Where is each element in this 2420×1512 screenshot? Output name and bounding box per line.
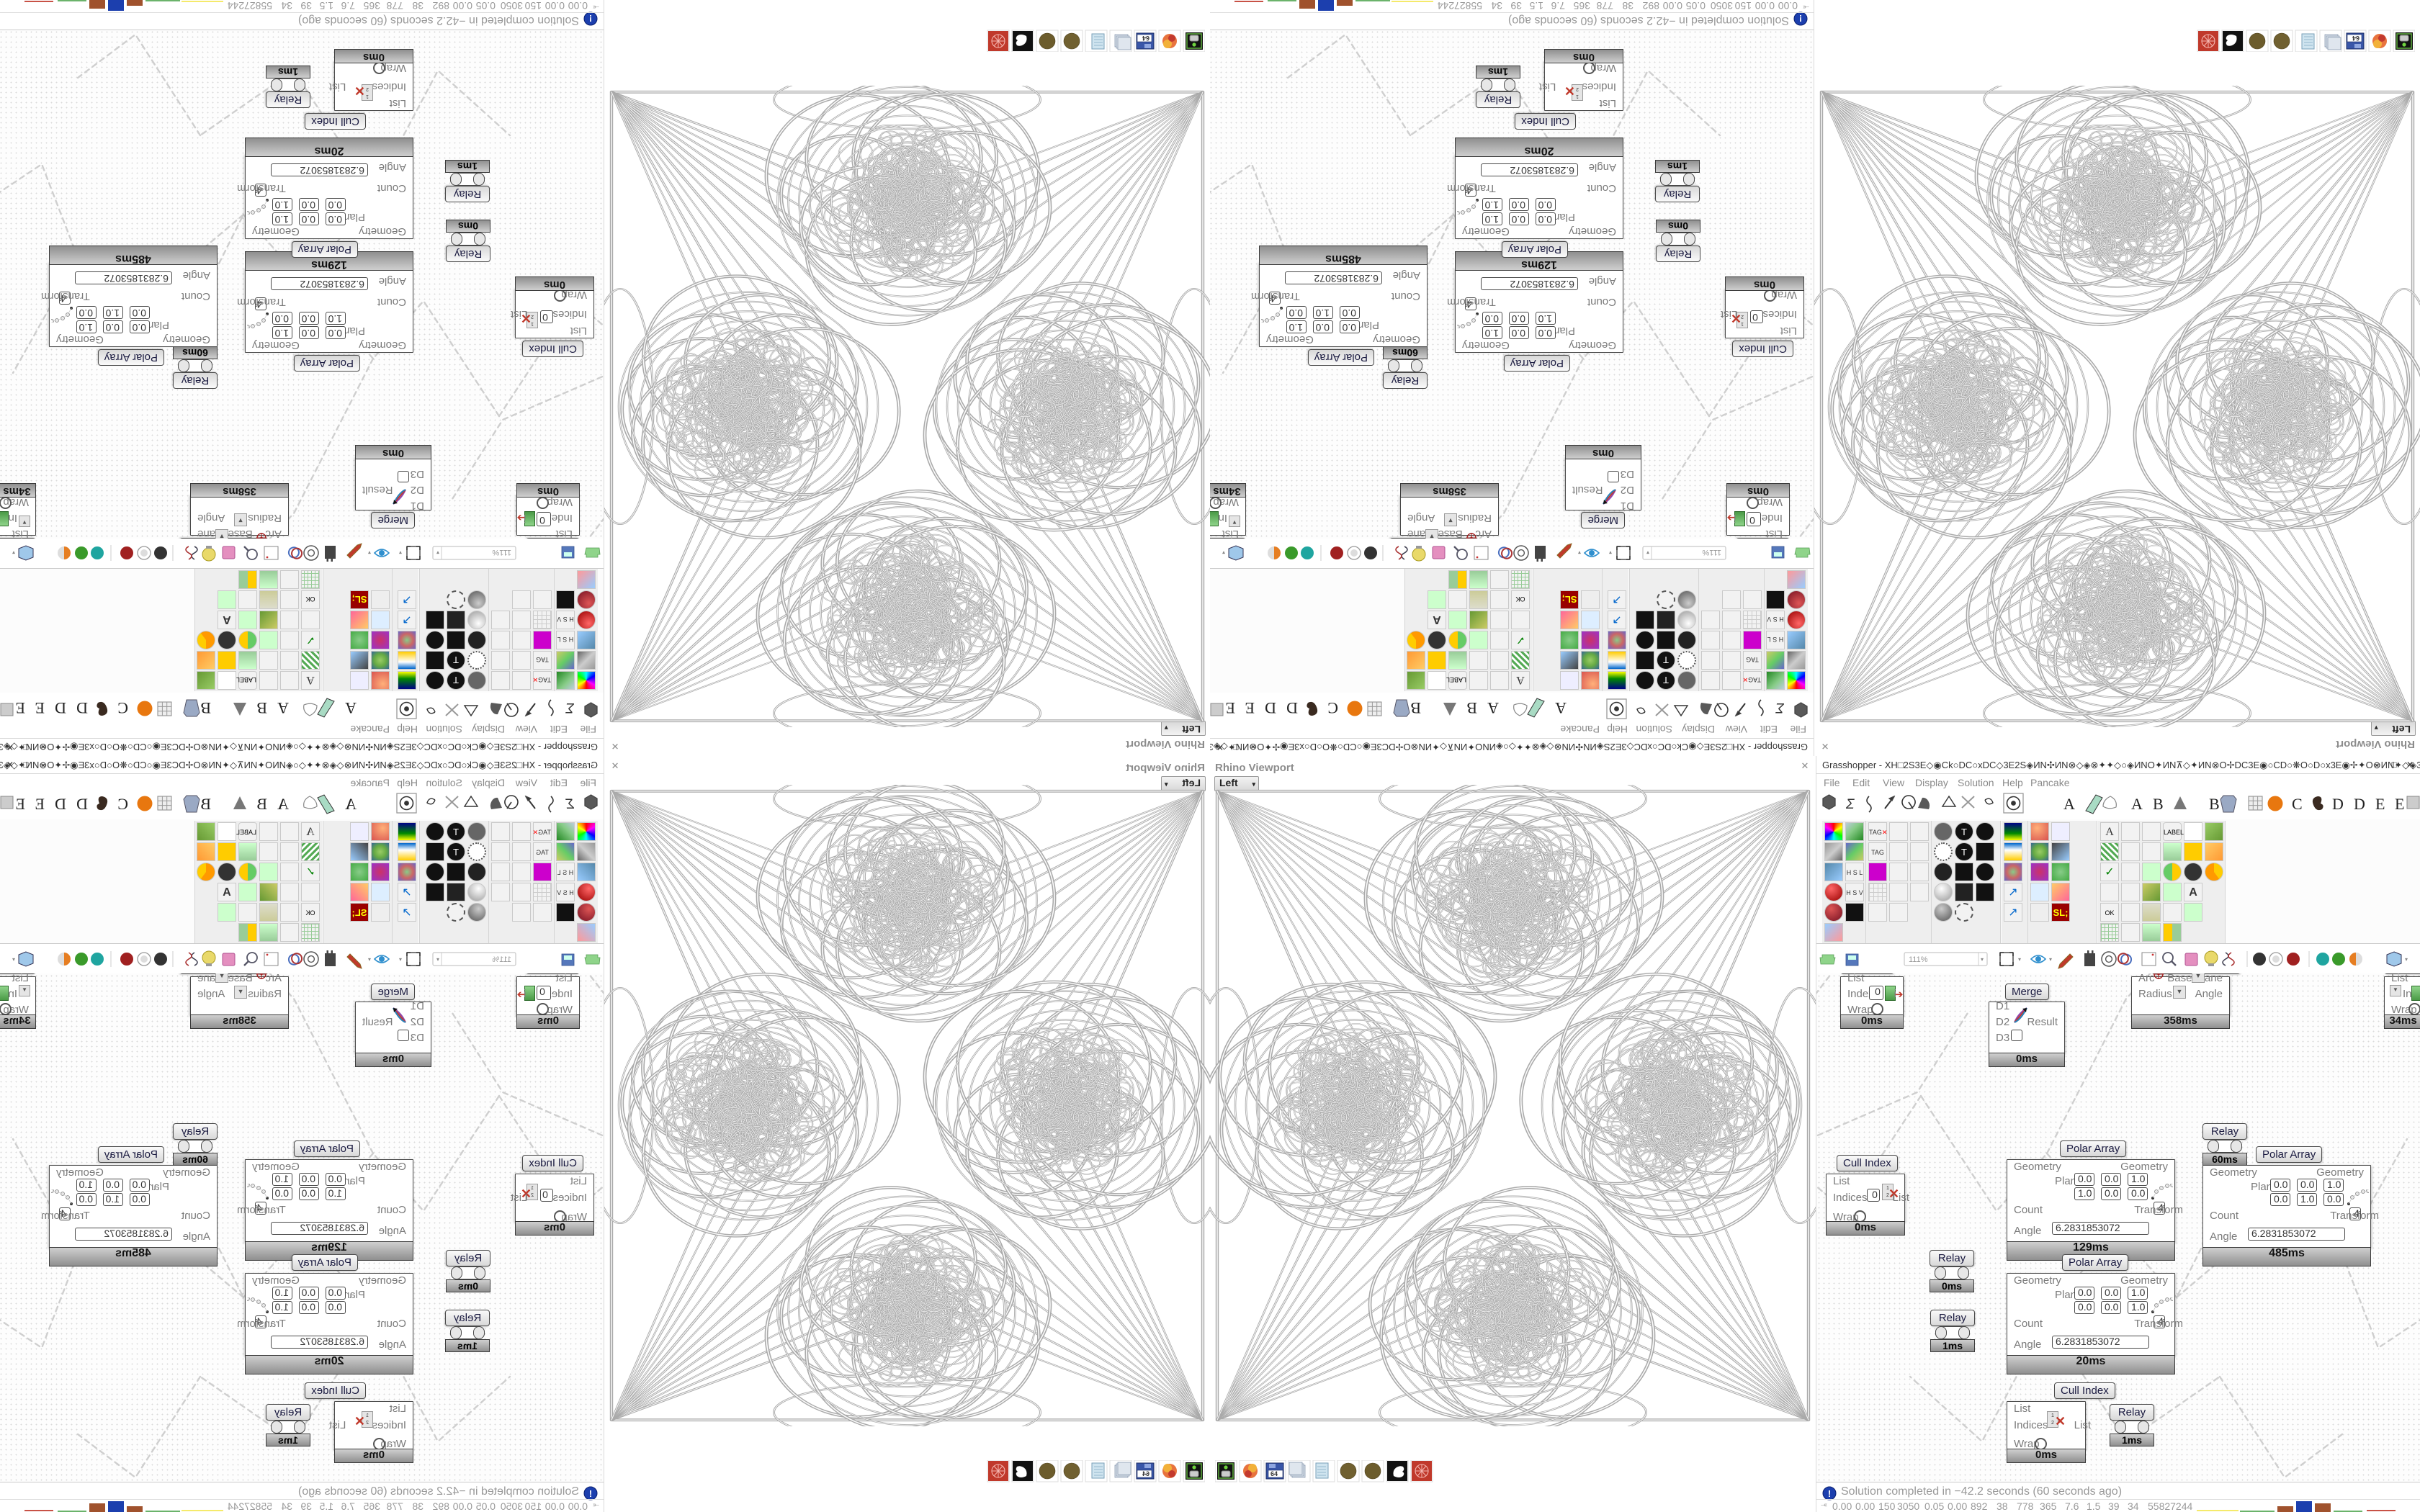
svg-text:E: E [35, 699, 45, 717]
svg-text:▾: ▾ [12, 549, 15, 556]
svg-text:D: D [55, 699, 66, 717]
svg-text:D: D [1286, 699, 1298, 717]
svg-text:A: A [345, 699, 357, 717]
svg-text:A: A [277, 699, 289, 717]
svg-text:111%: 111% [1702, 548, 1721, 557]
svg-text:B: B [1410, 699, 1421, 717]
svg-text:64: 64 [2352, 35, 2360, 42]
svg-text:▾: ▾ [1646, 549, 1649, 556]
svg-text:B: B [1466, 699, 1477, 717]
svg-text:▾: ▾ [1222, 549, 1225, 556]
svg-text:▾: ▾ [368, 549, 371, 556]
svg-text:▾: ▾ [1578, 549, 1581, 556]
svg-text:111%: 111% [492, 548, 511, 557]
svg-text:▾: ▾ [1609, 549, 1612, 556]
svg-text:C: C [117, 699, 128, 717]
svg-text:▾: ▾ [436, 549, 439, 556]
svg-text:D: D [76, 699, 88, 717]
svg-text:E: E [1226, 699, 1235, 717]
svg-text:64: 64 [1142, 35, 1150, 42]
svg-text:A: A [1555, 699, 1567, 717]
svg-text:B: B [200, 699, 211, 717]
svg-text:A: A [1487, 699, 1499, 717]
svg-text:Σ: Σ [565, 700, 575, 715]
svg-text:64: 64 [1142, 1470, 1150, 1477]
svg-text:!: ! [589, 13, 592, 24]
svg-text:C: C [1327, 699, 1338, 717]
svg-text:Σ: Σ [1775, 700, 1785, 715]
svg-text:E: E [1245, 699, 1255, 717]
svg-text:D: D [1265, 699, 1276, 717]
svg-text:▾: ▾ [399, 549, 402, 556]
svg-text:!: ! [1799, 13, 1802, 24]
svg-text:B: B [256, 699, 267, 717]
svg-text:E: E [16, 699, 25, 717]
